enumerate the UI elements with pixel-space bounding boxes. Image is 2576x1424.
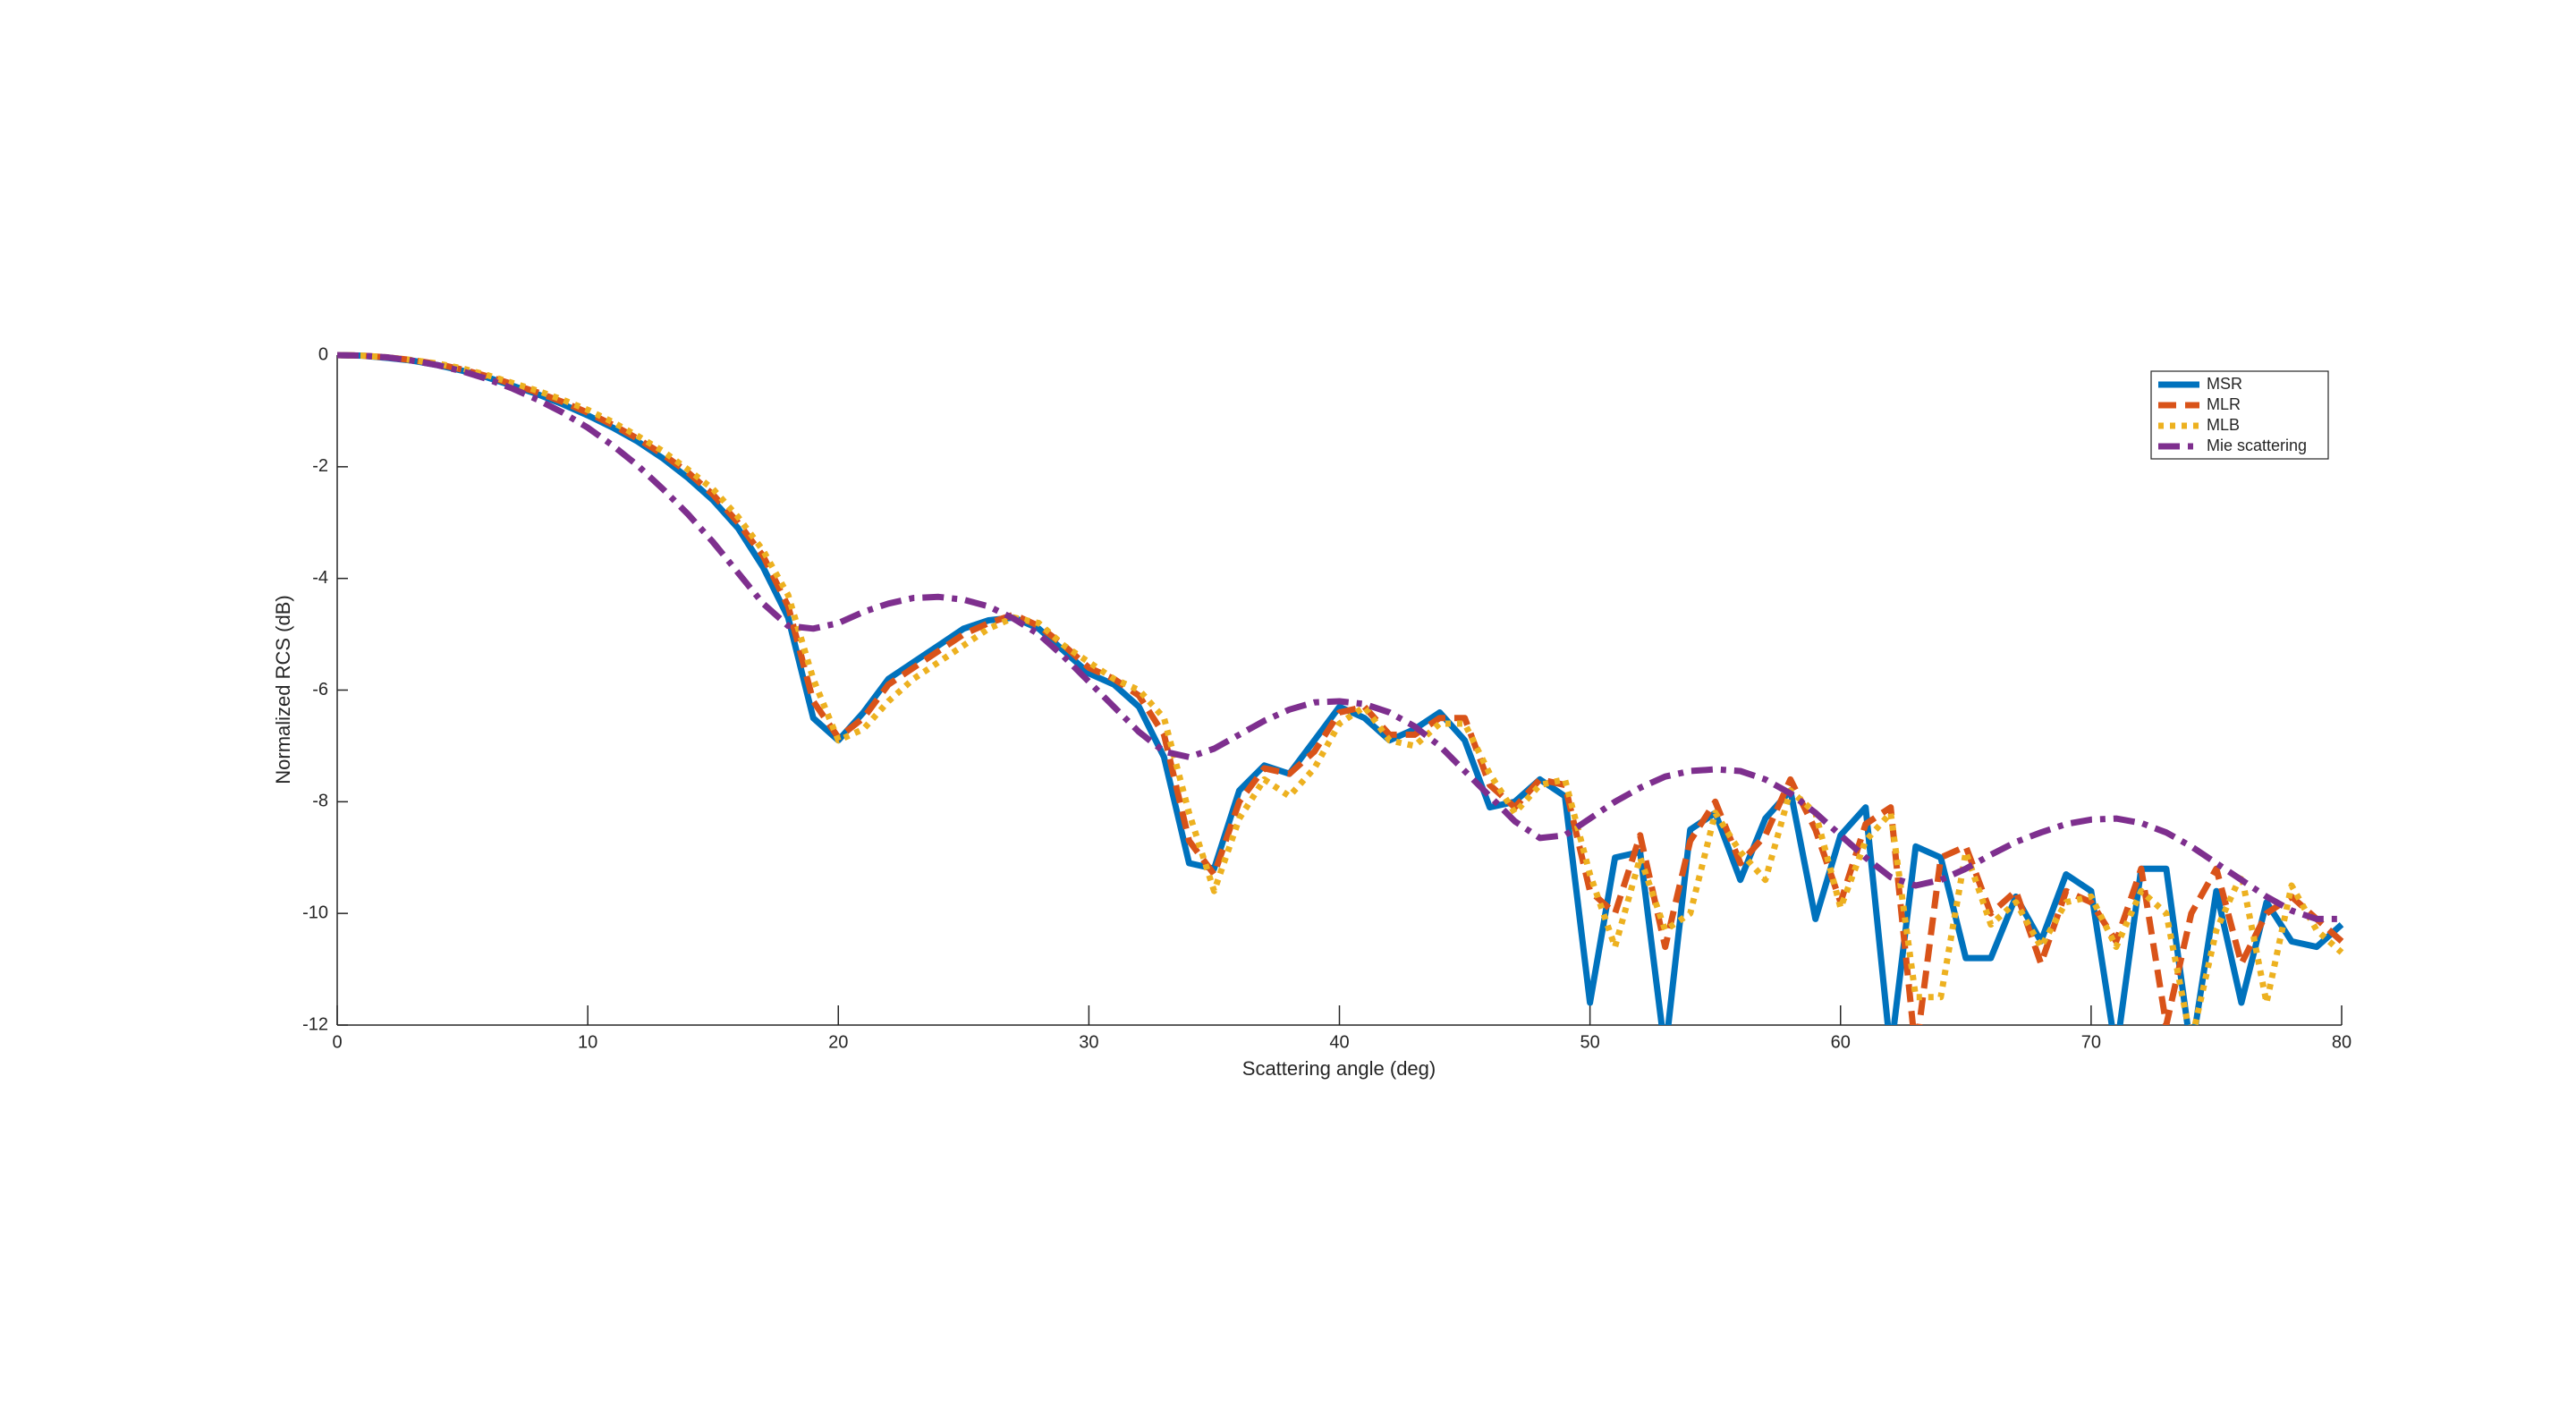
legend-label: Mie scattering — [2207, 437, 2307, 454]
x-tick-label: 50 — [1580, 1032, 1600, 1052]
x-axis-label: Scattering angle (deg) — [1242, 1057, 1436, 1080]
x-tick-label: 80 — [2332, 1032, 2351, 1052]
y-tick-label: -10 — [302, 903, 328, 922]
x-tick-label: 10 — [578, 1032, 597, 1052]
y-tick-label: -4 — [312, 568, 328, 588]
plot-area — [337, 352, 2344, 1025]
legend: MSR MLR MLB Mie scattering — [2150, 370, 2329, 460]
x-tick-label: 0 — [332, 1032, 342, 1052]
data-line — [337, 352, 2344, 1025]
y-axis-label: Normalized RCS (dB) — [272, 595, 294, 784]
data-line — [337, 352, 2342, 922]
x-tick-label: 40 — [1329, 1032, 1349, 1052]
legend-label: MLB — [2207, 416, 2240, 434]
data-line — [337, 352, 2344, 1025]
legend-label: MLR — [2207, 395, 2241, 413]
data-line — [337, 352, 2344, 1025]
y-tick-label: -8 — [312, 792, 328, 811]
x-tick-label: 70 — [2081, 1032, 2101, 1052]
y-tick-label: -12 — [302, 1014, 328, 1034]
x-tick-label: 60 — [1831, 1032, 1851, 1052]
y-tick-label: -6 — [312, 680, 328, 699]
y-tick-label: 0 — [318, 344, 328, 364]
y-tick-label: -2 — [312, 456, 328, 476]
x-tick-label: 30 — [1079, 1032, 1098, 1052]
x-tick-label: 20 — [828, 1032, 848, 1052]
legend-label: MSR — [2207, 375, 2242, 393]
